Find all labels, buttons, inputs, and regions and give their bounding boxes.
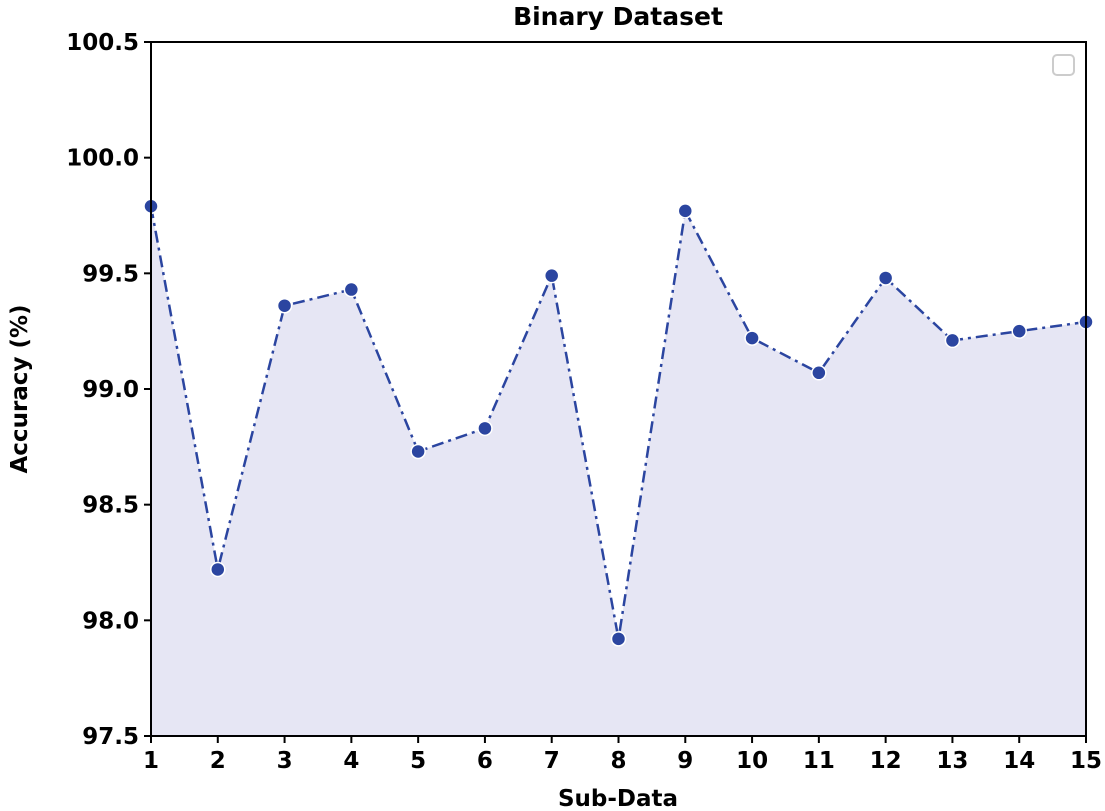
y-tick-label: 98.0 bbox=[82, 608, 139, 634]
data-point bbox=[210, 561, 226, 578]
y-tick-label: 97.5 bbox=[82, 724, 139, 750]
x-tick-label: 6 bbox=[477, 748, 493, 774]
x-tick-label: 1 bbox=[143, 748, 159, 774]
x-tick-label: 9 bbox=[677, 748, 693, 774]
data-point bbox=[811, 365, 827, 381]
y-axis-label: Accuracy (%) bbox=[7, 304, 33, 473]
y-tick-label: 100.5 bbox=[66, 30, 139, 56]
y-tick-label: 99.5 bbox=[82, 261, 139, 287]
data-point bbox=[610, 631, 627, 647]
plot-area bbox=[143, 198, 1094, 736]
data-point bbox=[276, 297, 293, 314]
data-point bbox=[477, 420, 493, 437]
axes-frame bbox=[150, 41, 1087, 737]
data-point bbox=[877, 270, 894, 286]
x-tick-label: 4 bbox=[343, 748, 359, 774]
data-point bbox=[677, 203, 694, 219]
y-axis: 97.5 98.0 98.5 99.0 99.5 100.0 100.5 bbox=[66, 30, 151, 750]
x-tick-label: 5 bbox=[410, 748, 426, 774]
x-tick-label: 7 bbox=[544, 748, 560, 774]
data-point bbox=[343, 281, 360, 298]
y-tick-label: 100.0 bbox=[66, 146, 139, 172]
data-point bbox=[744, 330, 760, 346]
x-tick-label: 10 bbox=[736, 748, 768, 774]
y-tick-label: 99.0 bbox=[82, 377, 139, 403]
x-tick-label: 11 bbox=[803, 748, 835, 774]
x-tick-label: 12 bbox=[870, 748, 902, 774]
x-axis: 1 2 3 4 5 6 7 8 9 10 11 12 13 14 15 bbox=[143, 736, 1102, 774]
data-point bbox=[410, 443, 426, 460]
data-point bbox=[543, 267, 560, 284]
chart-title: Binary Dataset bbox=[513, 2, 723, 31]
x-tick-label: 8 bbox=[610, 748, 626, 774]
x-tick-label: 13 bbox=[936, 748, 968, 774]
x-tick-label: 14 bbox=[1003, 748, 1035, 774]
data-point bbox=[1011, 323, 1027, 339]
data-point bbox=[944, 332, 961, 349]
x-tick-label: 15 bbox=[1070, 748, 1102, 774]
legend-box bbox=[1052, 54, 1075, 76]
area-fill bbox=[151, 206, 1086, 736]
y-tick-label: 98.5 bbox=[82, 493, 139, 519]
x-tick-label: 3 bbox=[277, 748, 293, 774]
x-tick-label: 2 bbox=[210, 748, 226, 774]
x-axis-label: Sub-Data bbox=[558, 786, 678, 811]
